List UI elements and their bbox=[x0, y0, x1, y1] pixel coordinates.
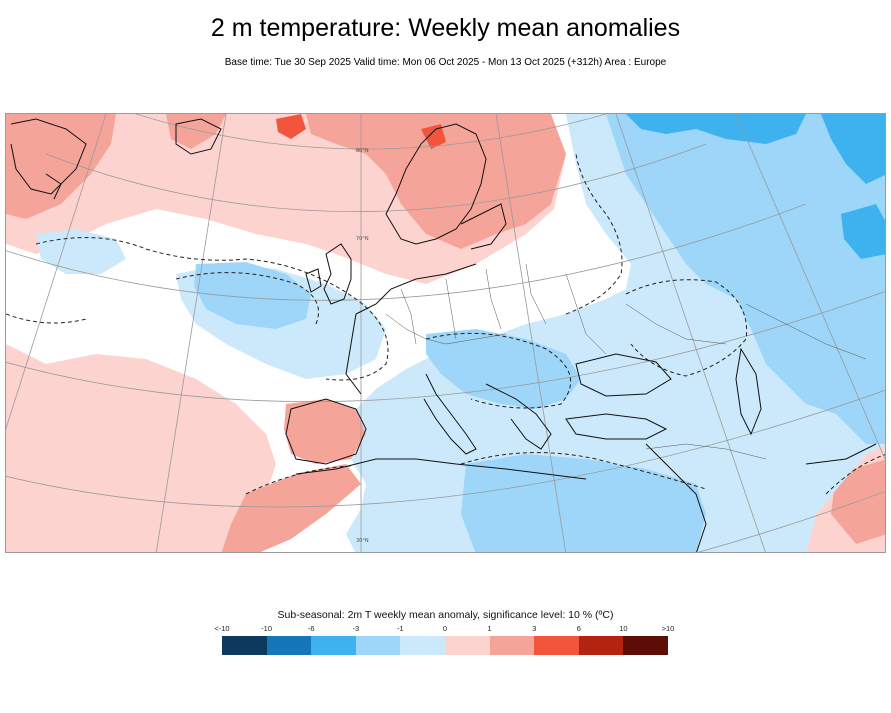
mid-blue-fields bbox=[194, 114, 885, 552]
legend-colorbar bbox=[222, 636, 668, 655]
legend-label: -6 bbox=[307, 624, 315, 633]
europe-anomaly-map[interactable]: 80°N 70°N 30°N bbox=[5, 113, 886, 553]
legend-label: <-10 bbox=[214, 624, 230, 633]
significance-contours bbox=[6, 153, 885, 495]
legend-label: -3 bbox=[352, 624, 360, 633]
legend-label: -10 bbox=[261, 624, 273, 633]
legend-label: 0 bbox=[442, 624, 448, 633]
chart-subtitle: Base time: Tue 30 Sep 2025 Valid time: M… bbox=[224, 57, 667, 68]
legend-color-box bbox=[623, 636, 668, 655]
legend-label: 10 bbox=[619, 624, 628, 633]
legend-color-box bbox=[489, 636, 535, 655]
legend-color-box bbox=[222, 636, 267, 655]
legend-color-box bbox=[355, 636, 401, 655]
legend-color-box bbox=[311, 636, 356, 655]
grid-labels: 80°N 70°N 30°N bbox=[356, 148, 369, 544]
legend-label: >10 bbox=[661, 624, 675, 633]
coastlines bbox=[10, 118, 877, 552]
graticule bbox=[6, 114, 885, 552]
legend-labels: <-10 -10 -6 -3 -1 0 1 3 6 10 >10 bbox=[214, 624, 674, 636]
legend-color-box bbox=[266, 636, 312, 655]
chart-title: 2 m temperature: Weekly mean anomalies bbox=[210, 14, 681, 42]
legend-label: 3 bbox=[532, 624, 537, 633]
strong-red-fields bbox=[276, 114, 446, 149]
legend-color-box bbox=[578, 636, 624, 655]
grid-label-80: 80°N bbox=[356, 148, 369, 154]
legend-title: Sub-seasonal: 2m T weekly mean anomaly, … bbox=[277, 609, 614, 621]
strong-blue-fields bbox=[626, 114, 885, 259]
grid-label-70: 70°N bbox=[356, 236, 369, 242]
legend-color-box bbox=[400, 636, 445, 655]
legend-label: 1 bbox=[487, 624, 492, 633]
legend-color-box bbox=[534, 636, 579, 655]
grid-label-60: 30°N bbox=[356, 538, 369, 544]
legend-label: 6 bbox=[576, 624, 581, 633]
legend-label: -1 bbox=[397, 624, 404, 633]
legend-color-box bbox=[444, 636, 490, 655]
borders bbox=[385, 263, 867, 460]
